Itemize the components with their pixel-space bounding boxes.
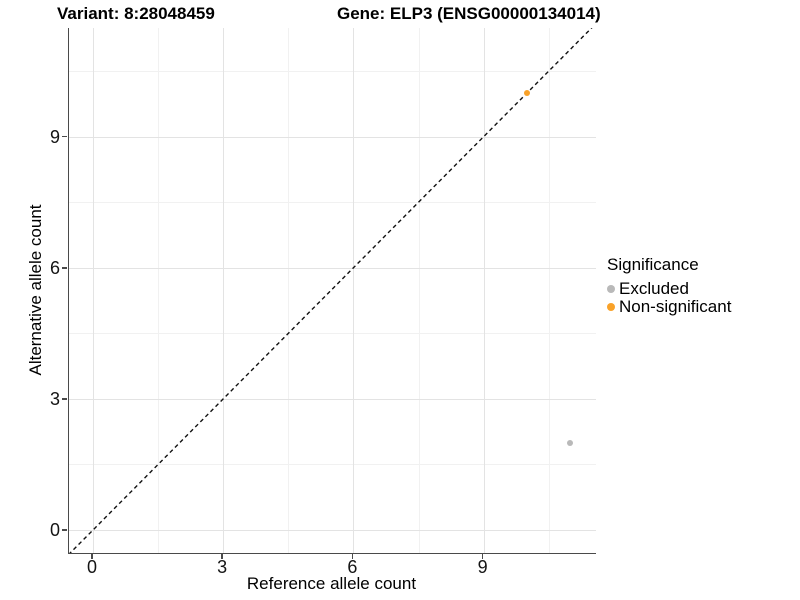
y-tick-label: 0 (49, 520, 60, 540)
legend-title: Significance (607, 255, 699, 274)
y-gridline (69, 267, 596, 269)
plot-title-variant: Variant: 8:28048459 (57, 4, 215, 23)
y-minor-gridline (69, 71, 596, 73)
data-point-non-significant (524, 90, 530, 96)
non-significant-swatch-icon (607, 303, 615, 311)
y-axis-title: Alternative allele count (26, 204, 45, 376)
y-minor-gridline (69, 333, 596, 335)
legend-item-label: Excluded (619, 279, 689, 298)
legend-item: Excluded (607, 279, 731, 298)
y-tick-mark (62, 529, 67, 531)
x-tick-mark (91, 554, 93, 559)
plot-panel (68, 28, 596, 554)
x-gridline (483, 28, 485, 553)
y-tick-label: 3 (49, 388, 60, 409)
y-minor-gridline (69, 464, 596, 466)
y-tick-label: 6 (49, 257, 60, 278)
y-minor-gridline (69, 202, 596, 204)
x-minor-gridline (158, 28, 160, 553)
x-minor-gridline (288, 28, 290, 553)
x-tick-mark (351, 554, 354, 559)
y-tick-label: 9 (49, 126, 60, 147)
y-tick-mark (62, 135, 67, 138)
x-tick-mark (481, 554, 484, 559)
y-gridline (69, 398, 596, 400)
y-tick-mark (62, 267, 67, 269)
x-tick-label: 9 (477, 557, 488, 577)
plot-title-gene: Gene: ELP3 (ENSG00000134014) (337, 4, 601, 23)
x-minor-gridline (418, 28, 420, 553)
y-gridline (69, 530, 596, 531)
x-tick-label: 6 (347, 557, 358, 577)
x-tick-mark (221, 554, 223, 559)
x-tick-label: 3 (217, 557, 228, 577)
legend-item-label: Non-significant (619, 297, 732, 316)
y-tick-mark (62, 398, 67, 400)
data-point-excluded (567, 439, 574, 446)
identity-reference-line (69, 28, 593, 553)
x-axis-title: Reference allele count (246, 574, 417, 593)
x-gridline (353, 28, 355, 553)
excluded-swatch-icon (607, 285, 615, 293)
x-gridline (223, 28, 225, 553)
legend-item: Non-significant (607, 297, 732, 316)
y-gridline (69, 136, 596, 138)
x-minor-gridline (548, 28, 550, 553)
legend: Significance Excluded Non-significant (607, 255, 731, 316)
x-gridline (93, 28, 94, 553)
x-tick-label: 0 (86, 557, 97, 577)
